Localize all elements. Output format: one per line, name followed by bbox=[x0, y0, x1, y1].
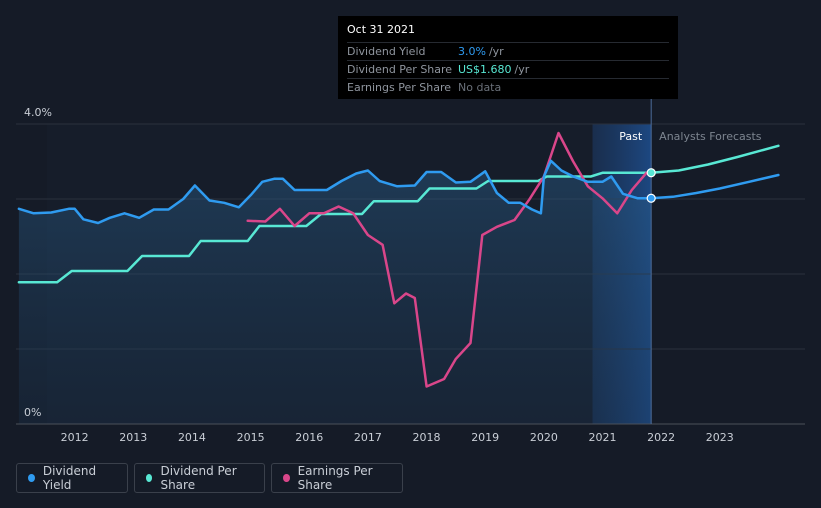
x-tick-label: 2015 bbox=[237, 431, 265, 444]
y-axis-ticks: 4.0% 0% bbox=[24, 106, 52, 419]
tooltip-row-dividend-per-share: Dividend Per Share US$1.680/yr bbox=[347, 60, 669, 78]
tooltip: Oct 31 2021 Dividend Yield 3.0%/yr Divid… bbox=[338, 16, 678, 99]
legend-earnings-per-share[interactable]: Earnings Per Share bbox=[271, 463, 403, 493]
tooltip-unit: /yr bbox=[488, 45, 504, 58]
legend-dividend-per-share[interactable]: Dividend Per Share bbox=[134, 463, 265, 493]
earnings-per-share-line bbox=[246, 131, 648, 388]
dps-marker-dot bbox=[646, 168, 656, 178]
earnings-per-share-dot-icon bbox=[283, 474, 290, 482]
tooltip-unit: /yr bbox=[514, 63, 530, 76]
x-tick-label: 2018 bbox=[413, 431, 441, 444]
dividend-per-share-forecast-line bbox=[649, 144, 780, 175]
x-tick-label: 2014 bbox=[178, 431, 206, 444]
dividend-yield-dot-icon bbox=[28, 474, 35, 482]
legend-label: Dividend Yield bbox=[42, 464, 97, 492]
x-axis-ticks: 2012 2013 2014 2015 2016 2017 2018 2019 2020 2021… bbox=[61, 431, 734, 444]
x-tick-label: 2019 bbox=[471, 431, 499, 444]
tooltip-label: Earnings Per Share bbox=[347, 81, 452, 94]
dividend-per-share-dot-icon bbox=[146, 474, 153, 482]
x-tick-label: 2012 bbox=[61, 431, 89, 444]
forecast-label: Analysts Forecasts bbox=[659, 130, 762, 143]
past-label: Past bbox=[619, 130, 643, 143]
x-tick-label: 2020 bbox=[530, 431, 558, 444]
tooltip-value: 3.0% bbox=[458, 45, 486, 58]
x-tick-label: 2022 bbox=[647, 431, 675, 444]
yield-marker-dot bbox=[646, 193, 656, 203]
tooltip-label: Dividend Per Share bbox=[347, 63, 453, 76]
hover-markers bbox=[646, 168, 656, 203]
legend-dividend-yield[interactable]: Dividend Yield bbox=[16, 463, 128, 493]
tooltip-value: No data bbox=[458, 81, 502, 94]
legend-label: Dividend Per Share bbox=[160, 464, 237, 492]
tooltip-date: Oct 31 2021 bbox=[347, 23, 416, 36]
tooltip-label: Dividend Yield bbox=[347, 45, 426, 58]
series-lines bbox=[17, 131, 780, 388]
tooltip-row-dividend-yield: Dividend Yield 3.0%/yr bbox=[347, 42, 669, 60]
tooltip-value: US$1.680 bbox=[458, 63, 512, 76]
y-tick-label: 0% bbox=[24, 406, 41, 419]
dividend-yield-forecast-line bbox=[649, 173, 780, 200]
x-tick-label: 2023 bbox=[706, 431, 734, 444]
y-tick-label: 4.0% bbox=[24, 106, 52, 119]
tooltip-row-earnings-per-share: Earnings Per Share No data bbox=[347, 78, 669, 96]
legend-label: Earnings Per Share bbox=[297, 464, 373, 492]
x-tick-label: 2013 bbox=[119, 431, 147, 444]
dividend-yield-line bbox=[17, 159, 653, 225]
x-tick-label: 2016 bbox=[295, 431, 323, 444]
x-tick-label: 2021 bbox=[589, 431, 617, 444]
dividend-yield-area bbox=[18, 160, 652, 425]
x-tick-label: 2017 bbox=[354, 431, 382, 444]
